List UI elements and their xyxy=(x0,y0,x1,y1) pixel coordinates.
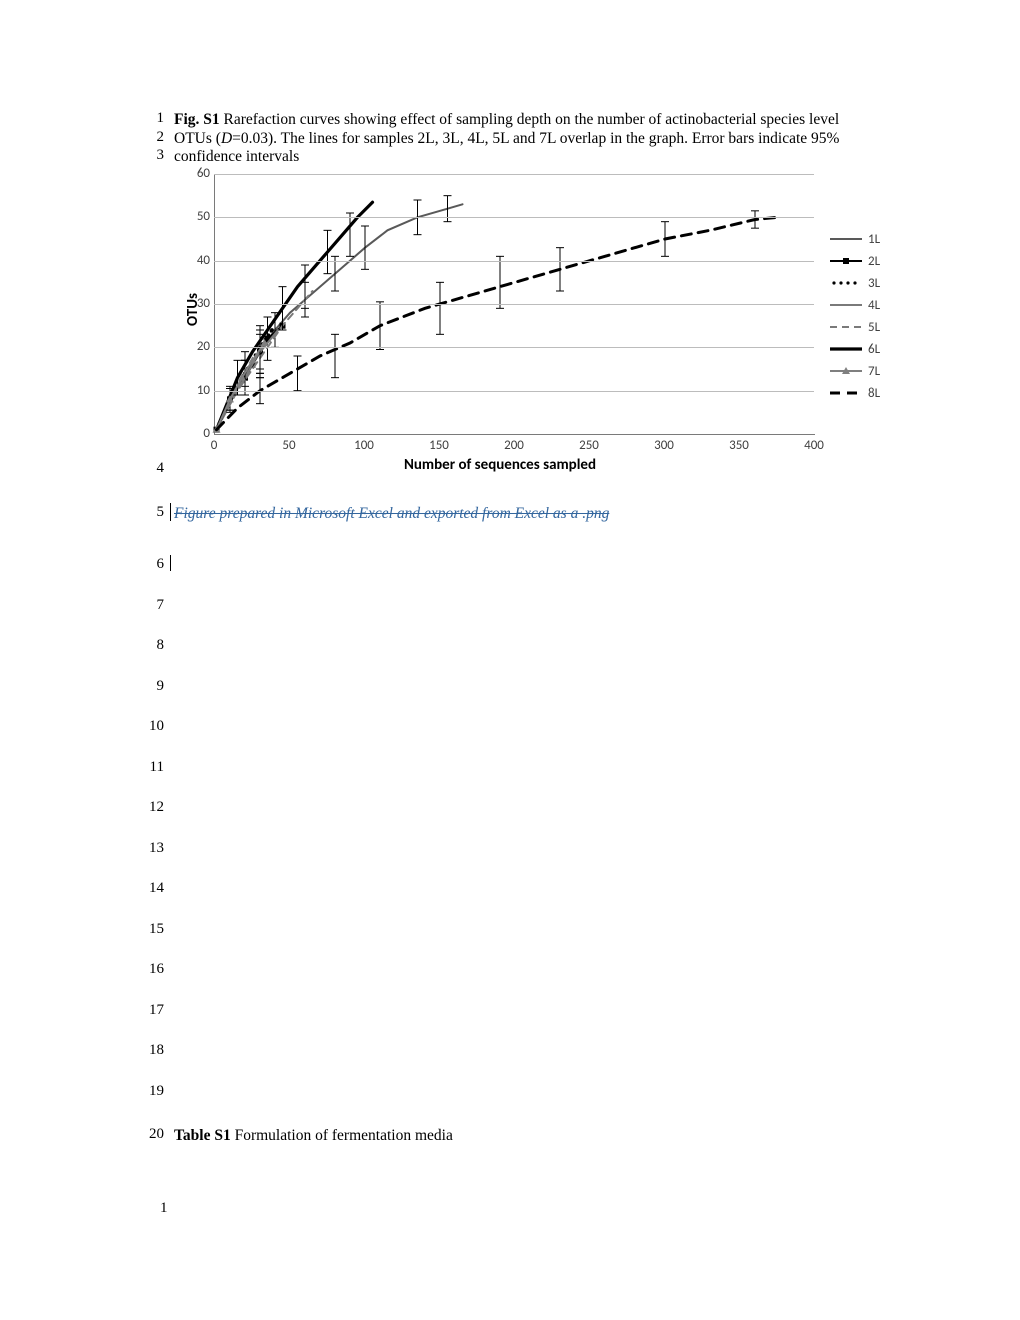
legend-label: 6L xyxy=(868,342,880,357)
caption-text: confidence intervals xyxy=(174,147,299,166)
legend-swatch-icon xyxy=(828,250,866,272)
legend-label: 7L xyxy=(868,364,880,379)
legend-item: 4L xyxy=(828,294,880,316)
revision-bar-icon xyxy=(170,503,171,521)
line-5: 5 Figure prepared in Microsoft Excel and… xyxy=(132,504,609,523)
blank-line: 15 xyxy=(132,921,174,938)
y-tick-label: 50 xyxy=(186,209,210,224)
x-tick-label: 50 xyxy=(271,438,307,453)
line-number: 3 xyxy=(132,147,174,164)
x-tick-label: 0 xyxy=(196,438,232,453)
x-axis-title: Number of sequences sampled xyxy=(404,456,596,474)
legend-label: 1L xyxy=(868,232,880,247)
y-tick-label: 40 xyxy=(186,253,210,268)
legend-swatch-icon xyxy=(828,338,866,360)
blank-line: 16 xyxy=(132,961,174,978)
legend-swatch-icon xyxy=(828,272,866,294)
legend-swatch-icon xyxy=(828,294,866,316)
legend-swatch-icon xyxy=(828,360,866,382)
legend-label: 5L xyxy=(868,320,880,335)
blank-line: 10 xyxy=(132,718,174,735)
legend-label: 8L xyxy=(868,386,880,401)
y-tick-label: 10 xyxy=(186,383,210,398)
line-number: 12 xyxy=(132,799,174,816)
line-number: 2 xyxy=(132,129,174,146)
legend-item: 8L xyxy=(828,382,880,404)
blank-line: 14 xyxy=(132,880,174,897)
line-number: 20 xyxy=(132,1126,174,1143)
legend-swatch-icon xyxy=(828,382,866,404)
blank-line: 6 xyxy=(132,556,174,573)
x-tick-label: 100 xyxy=(346,438,382,453)
legend-item: 3L xyxy=(828,272,880,294)
blank-line: 17 xyxy=(132,1002,174,1019)
line-number: 9 xyxy=(132,678,174,695)
legend-item: 2L xyxy=(828,250,880,272)
x-tick-label: 250 xyxy=(571,438,607,453)
blank-line: 18 xyxy=(132,1042,174,1059)
line-number: 11 xyxy=(132,759,174,776)
line-number: 1 xyxy=(132,110,174,127)
line-number: 15 xyxy=(132,921,174,938)
legend-label: 4L xyxy=(868,298,880,313)
table-caption: Table S1 Formulation of fermentation med… xyxy=(174,1126,453,1145)
caption-line: 1Fig. S1 Rarefaction curves showing effe… xyxy=(132,110,839,129)
legend-swatch-icon xyxy=(828,316,866,338)
line-number: 6 xyxy=(132,556,174,573)
line-4: 4 xyxy=(132,460,174,477)
line-number: 4 xyxy=(132,460,174,477)
legend-label: 3L xyxy=(868,276,880,291)
deleted-text: Figure prepared in Microsoft Excel and e… xyxy=(174,505,609,522)
legend-label: 2L xyxy=(868,254,880,269)
blank-line: 19 xyxy=(132,1083,174,1100)
line-number: 14 xyxy=(132,880,174,897)
page: 1Fig. S1 Rarefaction curves showing effe… xyxy=(0,0,1020,1320)
line-number: 13 xyxy=(132,840,174,857)
page-number: 1 xyxy=(160,1200,168,1217)
blank-line: 7 xyxy=(132,597,174,614)
blank-line: 13 xyxy=(132,840,174,857)
x-tick-label: 350 xyxy=(721,438,757,453)
line-number: 18 xyxy=(132,1042,174,1059)
legend-item: 5L xyxy=(828,316,880,338)
line-number: 7 xyxy=(132,597,174,614)
caption-line: 3confidence intervals xyxy=(132,147,299,166)
legend: 1L 2L 3L 4L 5L 6L 7L 8L xyxy=(828,228,880,404)
rarefaction-chart: OTUs 0102030405060 050100150200250300350… xyxy=(176,166,896,474)
blank-line: 9 xyxy=(132,678,174,695)
x-tick-label: 400 xyxy=(796,438,832,453)
y-tick-label: 30 xyxy=(186,296,210,311)
legend-item: 7L xyxy=(828,360,880,382)
legend-item: 1L xyxy=(828,228,880,250)
blank-line: 8 xyxy=(132,637,174,654)
caption-line: 2OTUs (D=0.03). The lines for samples 2L… xyxy=(132,129,839,148)
line-number: 19 xyxy=(132,1083,174,1100)
x-tick-label: 150 xyxy=(421,438,457,453)
y-tick-label: 20 xyxy=(186,339,210,354)
blank-line: 11 xyxy=(132,759,174,776)
blank-line: 12 xyxy=(132,799,174,816)
legend-swatch-icon xyxy=(828,228,866,250)
line-number: 10 xyxy=(132,718,174,735)
legend-item: 6L xyxy=(828,338,880,360)
caption-text: OTUs (D=0.03). The lines for samples 2L,… xyxy=(174,129,839,148)
line-number: 16 xyxy=(132,961,174,978)
line-number: 17 xyxy=(132,1002,174,1019)
line-number: 5 xyxy=(132,504,174,521)
x-tick-label: 200 xyxy=(496,438,532,453)
line-number: 8 xyxy=(132,637,174,654)
caption-text: Fig. S1 Rarefaction curves showing effec… xyxy=(174,110,839,129)
y-tick-label: 60 xyxy=(186,166,210,181)
x-tick-label: 300 xyxy=(646,438,682,453)
line-20: 20 Table S1 Formulation of fermentation … xyxy=(132,1126,453,1145)
